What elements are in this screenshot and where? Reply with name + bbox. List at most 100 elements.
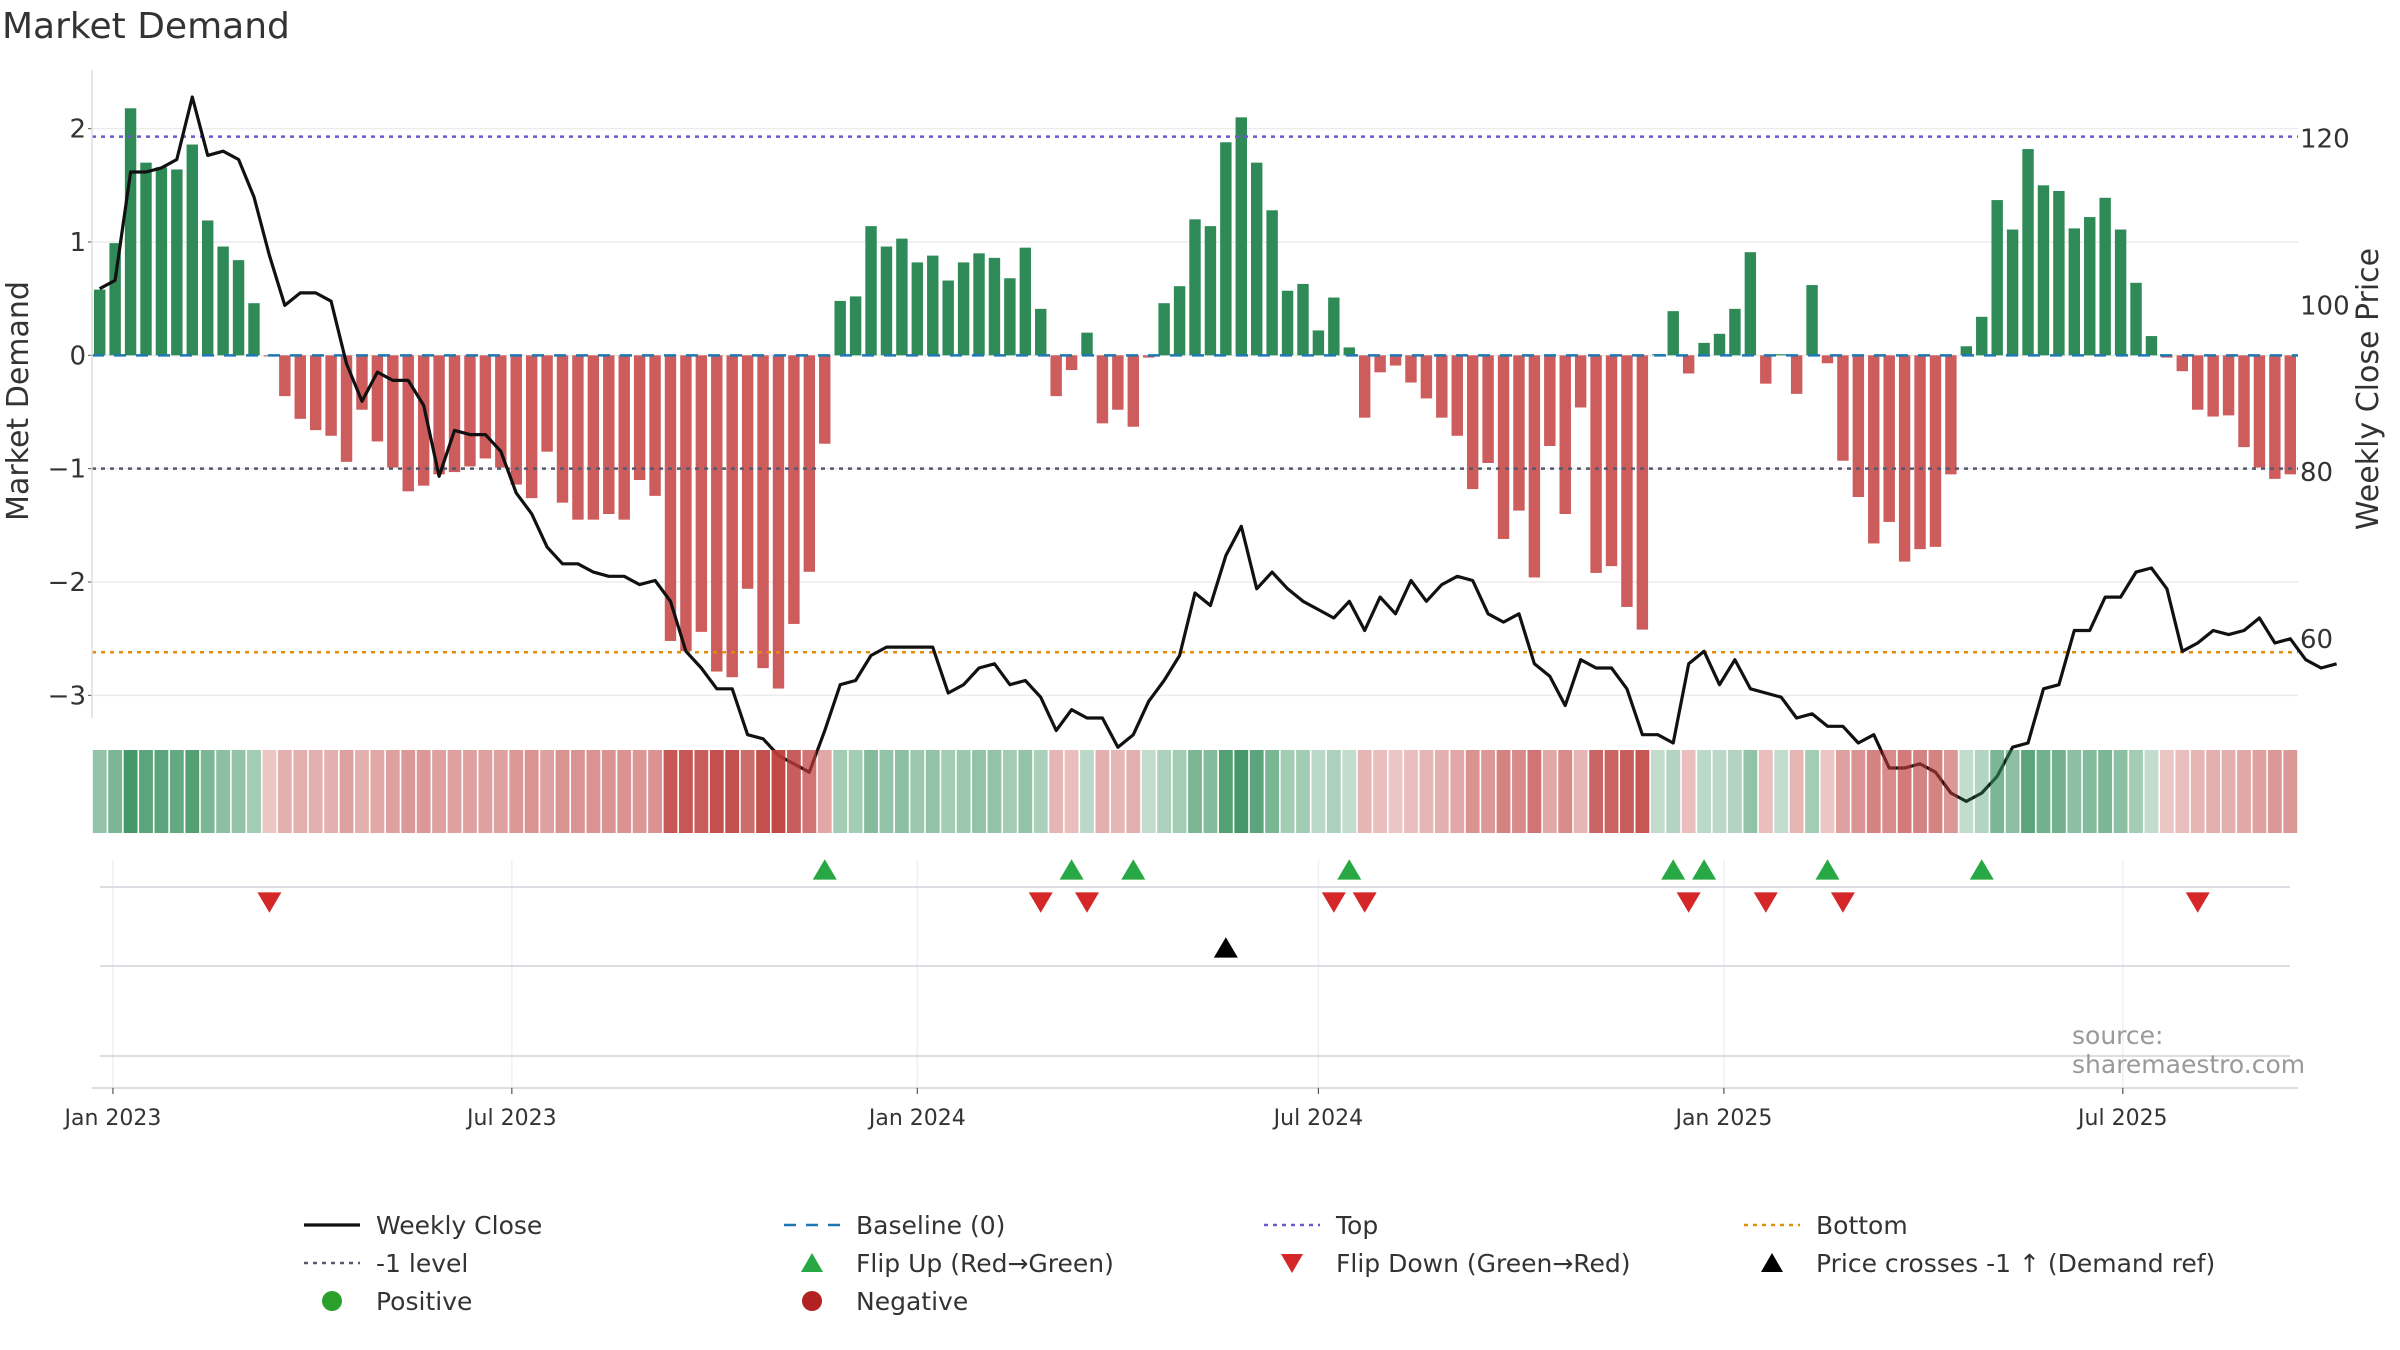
demand-bar [2053, 191, 2065, 356]
strip-cell [941, 750, 956, 833]
flip-up-marker [1059, 859, 1084, 880]
flip-down-marker [2185, 892, 2210, 913]
strip-cell [786, 750, 801, 833]
flip-down-marker [1075, 892, 1100, 913]
y2-tick-label: 100 [2300, 291, 2350, 321]
demand-bar [1636, 355, 1649, 630]
demand-bar [1158, 303, 1170, 356]
demand-bar [1081, 332, 1093, 356]
price-line [98, 95, 2338, 804]
demand-bar [1004, 278, 1016, 356]
strip-cell [293, 750, 308, 833]
demand-bar [495, 355, 507, 468]
strip-cell [2283, 750, 2298, 833]
legend-dotted-line-icon [1264, 1223, 1320, 1227]
strip-cell [2036, 750, 2051, 833]
demand-bar [757, 355, 769, 669]
demand-bars [94, 108, 2296, 689]
strip-cell [1080, 750, 1094, 833]
legend-label: Flip Up (Red→Green) [856, 1248, 1114, 1278]
demand-bar [2145, 336, 2158, 356]
strip-cell [308, 750, 323, 833]
demand-bar [680, 355, 692, 652]
demand-bar [232, 260, 245, 356]
legend-item: Weekly Close [300, 1210, 542, 1240]
demand-bar [1297, 283, 1309, 356]
strip-cell [817, 750, 832, 833]
strip-cell [725, 750, 740, 833]
demand-bar [1482, 355, 1494, 463]
flip-down-marker [1028, 892, 1053, 913]
demand-bar [1868, 355, 1880, 544]
strip-cell [1126, 750, 1141, 833]
strip-cell [925, 750, 940, 833]
strip-cell [355, 750, 369, 833]
demand-bar [1250, 162, 1263, 356]
strip-cell [1913, 750, 1927, 833]
demand-bar [1358, 355, 1371, 418]
strip-cell [1434, 750, 1449, 833]
strip-cell [416, 750, 431, 833]
strip-cell [1357, 750, 1372, 833]
flip-down-marker [1321, 892, 1346, 913]
demand-bar [356, 355, 368, 410]
strip-cell [1157, 750, 1172, 833]
demand-bar [1574, 355, 1587, 408]
demand-bar [880, 246, 893, 356]
flip-down-marker [1676, 892, 1701, 913]
demand-bar [1096, 355, 1109, 424]
x-tick-label: Jul 2024 [1272, 1106, 1364, 1131]
demand-bar [2114, 229, 2127, 356]
strip-cell [2206, 750, 2221, 833]
strip-cell [1712, 750, 1727, 833]
strip-cell [2082, 750, 2097, 833]
demand-bar [1204, 226, 1217, 356]
strip-cell [879, 750, 894, 833]
strip-cell [493, 750, 508, 833]
strip-cell [1512, 750, 1526, 833]
legend-circle-icon [322, 1291, 342, 1311]
legend-label: Weekly Close [376, 1210, 543, 1240]
legend-item: Positive [300, 1286, 472, 1316]
strip-cell [2175, 750, 2190, 833]
demand-bar [109, 243, 121, 356]
demand-bar [1713, 333, 1726, 356]
strip-cell [1805, 750, 1819, 833]
strip-cell [262, 750, 277, 833]
strip-cell [1666, 750, 1681, 833]
demand-bar [957, 262, 970, 356]
flip-up-marker [1337, 859, 1362, 880]
demand-bar [387, 355, 399, 468]
strip-cell [632, 750, 647, 833]
strip-cell [2267, 750, 2282, 833]
strip-cell [1049, 750, 1064, 833]
legend-item: -1 level [300, 1248, 468, 1278]
strip-cell [1558, 750, 1573, 833]
demand-bar [1528, 355, 1541, 578]
strip-cell [1943, 750, 1958, 833]
legend-item: Bottom [1740, 1210, 1908, 1240]
legend-item: Price crosses -1 ↑ (Demand ref) [1740, 1248, 2215, 1278]
strip-cell [1635, 750, 1650, 833]
x-tick-label: Jul 2023 [465, 1106, 557, 1131]
demand-bar [942, 280, 954, 356]
y-tick-label: −2 [48, 568, 86, 598]
demand-bar [417, 355, 430, 486]
demand-bar [1544, 355, 1556, 446]
strip-cell [1650, 750, 1665, 833]
demand-bar [1960, 346, 1973, 356]
strip-cell [740, 750, 755, 833]
demand-bar [2176, 355, 2189, 372]
legend-dotted-line-icon [1744, 1223, 1800, 1227]
demand-bar [1235, 117, 1247, 356]
x-tick-label: Jan 2023 [62, 1106, 161, 1131]
demand-bar [525, 355, 538, 499]
strip-cell [339, 750, 354, 833]
strip-cell [2252, 750, 2267, 833]
strip-cell [185, 750, 200, 833]
demand-bar [664, 355, 677, 641]
strip-cell [756, 750, 770, 833]
demand-bar [1929, 355, 1942, 547]
demand-bar [556, 355, 569, 503]
legend-triangle-down-icon [1281, 1254, 1303, 1273]
